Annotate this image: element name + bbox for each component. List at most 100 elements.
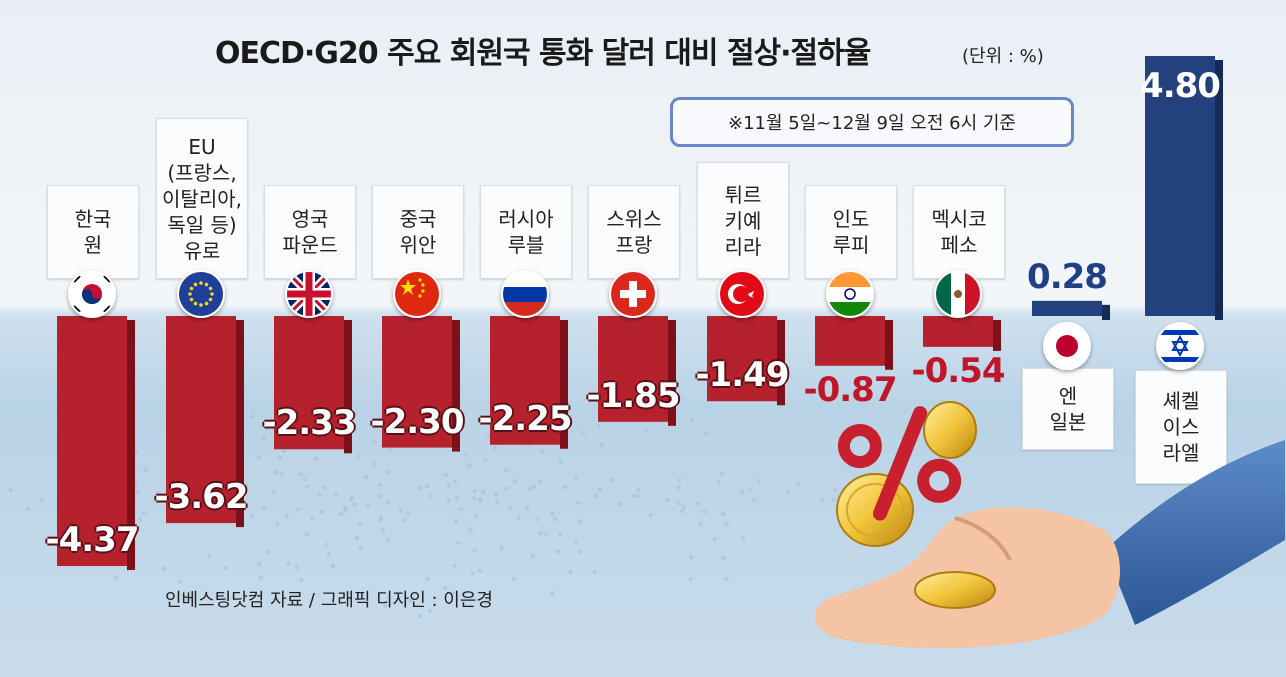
map-dot (333, 493, 339, 498)
map-dot (483, 457, 488, 463)
map-dot (417, 485, 423, 491)
map-dot (298, 471, 303, 477)
map-dot (338, 512, 344, 517)
map-dot (677, 501, 682, 506)
map-dot (353, 411, 358, 416)
category-label: EU (프랑스, 이탈리아, 독일 등) 유로 (156, 118, 248, 279)
map-dot (319, 509, 324, 515)
category-label-line: 엔 (1058, 384, 1078, 408)
category-label: 영국 파운드 (264, 185, 356, 279)
map-dot (704, 430, 709, 436)
map-dot (575, 500, 581, 506)
category-label: 스위스 프랑 (588, 185, 680, 279)
map-dot (266, 550, 271, 555)
category-label-line: 원 (83, 233, 103, 257)
map-dot (724, 576, 729, 582)
map-dot (26, 506, 31, 512)
data-label: -2.30 (370, 401, 465, 442)
bar-side (885, 320, 893, 370)
category-label: 인도 루피 (805, 185, 897, 279)
map-dot (458, 507, 464, 512)
category-label: 셰켈 이스 라엘 (1135, 370, 1227, 484)
map-dot (688, 576, 693, 582)
map-dot (486, 600, 491, 605)
data-label: -0.87 (803, 369, 898, 410)
map-dot (398, 507, 403, 512)
bar-side (236, 320, 244, 528)
map-dot (161, 566, 166, 571)
unit-label: (단위 : %) (962, 46, 1044, 67)
map-dot (39, 497, 45, 503)
data-label: 4.80 (1140, 66, 1221, 106)
turkey-flag-icon (718, 270, 766, 318)
map-dot (282, 448, 287, 454)
map-dot (324, 542, 329, 548)
map-dot (277, 455, 283, 460)
bar-side (127, 320, 135, 570)
map-dot (511, 577, 517, 582)
map-dot (597, 487, 603, 492)
map-dot (250, 414, 255, 419)
category-label-line: 라엘 (1162, 441, 1200, 465)
map-dot (553, 516, 558, 522)
category-label-line: 중국 (399, 207, 437, 231)
map-dot (577, 519, 583, 524)
map-dot (741, 536, 746, 541)
data-label: 0.28 (1027, 256, 1108, 297)
map-dot (470, 571, 475, 576)
bar-face (815, 316, 885, 366)
map-dot (380, 527, 386, 533)
south-korea-flag-icon (68, 270, 116, 318)
map-dot (143, 467, 148, 472)
category-label-line: 일본 (1049, 410, 1087, 434)
bar-11 (1145, 56, 1223, 320)
map-dot (462, 452, 468, 458)
map-dot (363, 475, 369, 480)
category-label-line: 키예 (724, 208, 762, 233)
map-dot (453, 519, 459, 524)
map-dot (503, 468, 509, 473)
india-flag-icon (826, 270, 874, 318)
map-dot (833, 487, 838, 492)
map-dot (478, 498, 484, 503)
map-dot (467, 463, 472, 468)
source-credit: 인베스팅닷컴 자료 / 그래픽 디자인 : 이은경 (165, 590, 493, 611)
bar-side (560, 320, 568, 449)
map-dot (499, 546, 504, 551)
map-dot (137, 517, 143, 522)
map-dot (141, 510, 146, 515)
russia-flag-icon (501, 270, 549, 318)
category-label-line: 러시아 (498, 207, 554, 231)
map-dot (719, 471, 725, 476)
map-dot (472, 548, 477, 554)
map-dot (599, 442, 604, 448)
category-label: 튀르 키예 리라 (697, 162, 789, 279)
map-dot (378, 517, 383, 523)
category-label: 한국 원 (47, 185, 139, 279)
mexico-flag-icon (934, 270, 982, 318)
map-dot (558, 459, 563, 465)
map-dot (681, 504, 687, 510)
map-dot (406, 510, 411, 516)
map-dot (688, 555, 694, 560)
map-dot (472, 496, 477, 501)
bar-6 (598, 316, 676, 426)
map-dot (377, 416, 383, 422)
map-dot (573, 477, 579, 482)
bar-4 (382, 316, 460, 452)
map-dot (352, 501, 358, 507)
map-dot (831, 497, 836, 503)
map-dot (677, 477, 683, 483)
map-dot (473, 514, 478, 519)
bar-face (382, 316, 452, 448)
map-dot (385, 500, 391, 506)
category-label-line: 멕시코 (931, 207, 987, 231)
map-dot (577, 549, 582, 554)
map-dot (357, 522, 363, 527)
bar-side (1102, 304, 1110, 320)
map-dot (690, 417, 695, 422)
map-dot (365, 502, 371, 507)
map-dot (326, 551, 332, 557)
map-dot (376, 493, 382, 499)
map-dot (417, 613, 423, 619)
